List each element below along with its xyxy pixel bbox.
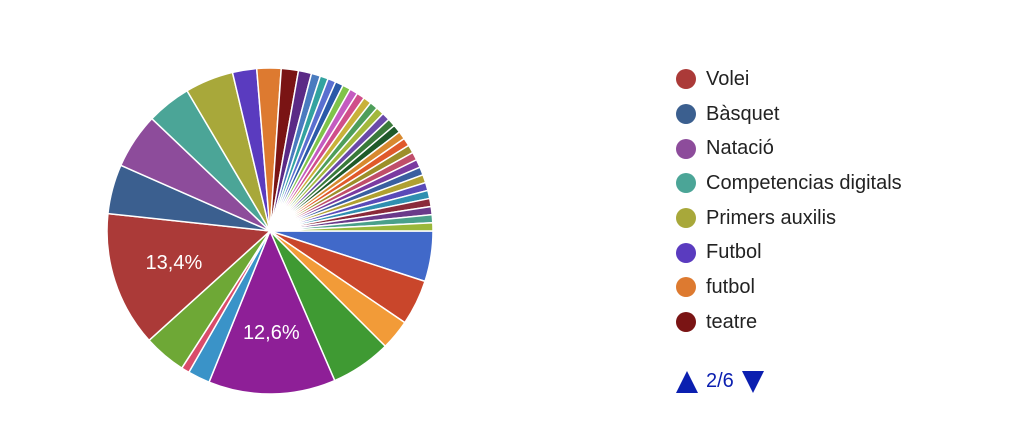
legend-item[interactable]: Volei — [676, 62, 902, 97]
legend-item[interactable]: Bàsquet — [676, 97, 902, 132]
legend-item[interactable]: Competencias digitals — [676, 166, 902, 201]
legend-pager: 2/6 — [676, 370, 764, 393]
legend-item[interactable]: Futbol — [676, 235, 902, 270]
legend-label: Primers auxilis — [706, 206, 837, 229]
legend-item[interactable]: futbol — [676, 270, 902, 305]
slice-percent-label: 13,4% — [146, 252, 203, 274]
legend-swatch — [676, 312, 696, 333]
legend-label: Natació — [706, 137, 774, 160]
legend-swatch — [676, 242, 696, 263]
legend-swatch — [676, 104, 696, 125]
legend-label: teatre — [706, 310, 758, 333]
legend-label: Futbol — [706, 241, 762, 264]
legend-swatch — [676, 173, 696, 194]
legend-label: futbol — [706, 275, 755, 298]
legend: Volei Bàsquet Natació Competencias digit… — [676, 62, 902, 340]
legend-label: Volei — [706, 67, 750, 90]
page-up-arrow-icon[interactable] — [676, 370, 698, 393]
pie-labels: 12,6% 13,4% — [146, 252, 300, 344]
legend-swatch — [676, 208, 696, 229]
legend-label: Competencias digitals — [706, 171, 902, 194]
page-down-arrow-icon[interactable] — [741, 370, 764, 393]
page-indicator: 2/6 — [706, 370, 734, 392]
legend-item[interactable]: teatre — [676, 305, 902, 340]
legend-label: Bàsquet — [706, 102, 780, 125]
legend-item[interactable]: Natació — [676, 131, 902, 166]
legend-swatch — [676, 69, 696, 90]
pie-slice[interactable] — [269, 222, 434, 232]
legend-swatch — [676, 277, 696, 298]
slice-percent-label: 12,6% — [243, 322, 300, 344]
legend-item[interactable]: Primers auxilis — [676, 201, 902, 236]
pie-slice[interactable] — [208, 229, 336, 395]
legend-swatch — [676, 138, 696, 159]
pie-slice[interactable] — [106, 212, 272, 342]
pie-slices — [106, 67, 434, 395]
